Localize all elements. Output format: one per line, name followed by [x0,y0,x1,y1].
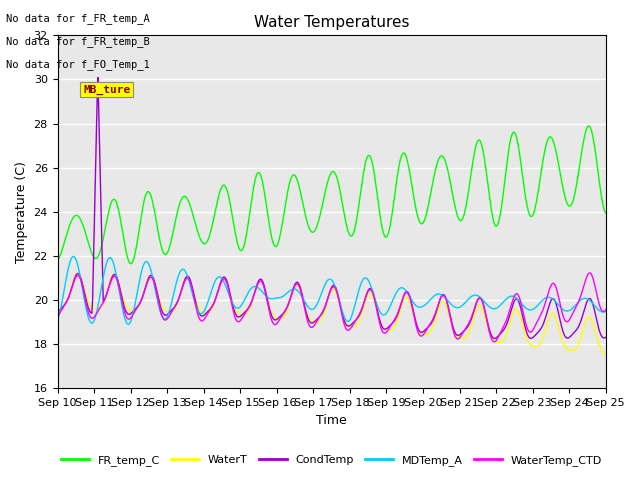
WaterTemp_CTD [63,297,71,303]
MDTemp_A [121,315,129,321]
MDTemp_A [63,270,71,276]
WaterTemp_CTD [414,330,422,336]
FR_temp_C [120,237,128,242]
Text: MB_ture: MB_ture [83,84,131,95]
WaterT [74,270,81,276]
WaterT [121,300,129,306]
Text: No data for f_FR_temp_B: No data for f_FR_temp_B [6,36,150,47]
WaterTemp_CTD [120,307,128,312]
MDTemp_A [125,322,132,327]
WaterT [399,299,407,305]
WaterTemp_CTD [602,307,609,312]
Line: WaterTemp_CTD: WaterTemp_CTD [58,273,605,342]
CondTemp [490,336,498,341]
FR_temp_C [205,234,213,240]
FR_temp_C [399,150,407,156]
MDTemp_A [400,286,408,291]
CondTemp [54,309,61,315]
FR_temp_C [63,229,71,235]
WaterTemp_CTD [205,310,212,315]
WaterT [602,351,609,357]
CondTemp [121,305,129,311]
CondTemp [63,297,71,303]
Title: Water Temperatures: Water Temperatures [254,15,410,30]
Line: FR_temp_C: FR_temp_C [58,126,605,264]
X-axis label: Time: Time [316,414,347,427]
CondTemp [205,307,213,313]
FR_temp_C [415,217,423,223]
Legend: FR_temp_C, WaterT, CondTemp, MDTemp_A, WaterTemp_CTD: FR_temp_C, WaterT, CondTemp, MDTemp_A, W… [57,450,606,470]
WaterTemp_CTD [490,339,498,345]
MDTemp_A [177,267,185,273]
FR_temp_C [602,210,609,216]
FR_temp_C [585,123,593,129]
Y-axis label: Temperature (C): Temperature (C) [15,161,28,263]
WaterTemp_CTD [586,270,593,276]
Text: No data for f_FR_temp_A: No data for f_FR_temp_A [6,13,150,24]
Line: CondTemp: CondTemp [58,77,605,338]
WaterT [54,305,61,311]
WaterT [205,309,213,315]
Line: MDTemp_A: MDTemp_A [58,256,605,324]
MDTemp_A [602,309,609,314]
CondTemp [94,74,102,80]
MDTemp_A [54,317,61,323]
CondTemp [177,291,184,297]
CondTemp [415,327,423,333]
FR_temp_C [54,258,61,264]
FR_temp_C [177,199,184,205]
Text: No data for f_FO_Temp_1: No data for f_FO_Temp_1 [6,59,150,70]
WaterTemp_CTD [398,298,406,303]
CondTemp [602,335,609,340]
WaterTemp_CTD [175,294,183,300]
FR_temp_C [127,261,134,266]
MDTemp_A [416,304,424,310]
WaterT [63,297,71,303]
Line: WaterT: WaterT [58,273,605,354]
WaterTemp_CTD [54,313,61,319]
MDTemp_A [70,253,77,259]
WaterT [415,327,423,333]
CondTemp [399,295,407,301]
WaterT [177,291,184,297]
MDTemp_A [206,292,214,298]
